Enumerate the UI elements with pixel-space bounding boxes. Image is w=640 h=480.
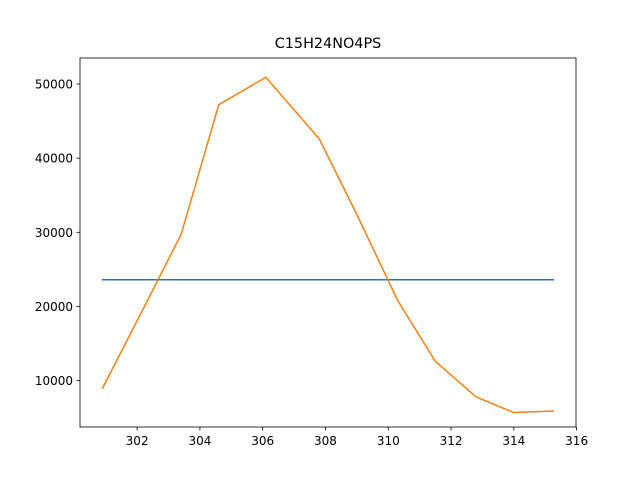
series-layer (101, 76, 555, 414)
y-tick-label: 10000 (35, 374, 73, 388)
plot-background (80, 58, 576, 427)
x-tick-label: 308 (314, 434, 337, 448)
y-tick-label: 30000 (35, 226, 73, 240)
y-tick-label: 50000 (35, 77, 73, 91)
x-tick-label: 304 (188, 434, 211, 448)
x-tick-label: 310 (377, 434, 400, 448)
x-tick-label: 306 (251, 434, 274, 448)
x-tick-label: 316 (565, 434, 588, 448)
series-line-2 (101, 76, 555, 414)
y-tick-label: 40000 (35, 152, 73, 166)
y-axis: 10000 20000 30000 40000 50000 (35, 77, 80, 388)
chart-title: C15H24NO4PS (275, 36, 382, 52)
x-axis: 302 304 306 308 310 312 314 316 (126, 427, 588, 448)
x-tick-label: 302 (126, 434, 149, 448)
plot-frame (79, 57, 577, 428)
y-tick-label: 20000 (35, 300, 73, 314)
x-tick-label: 312 (440, 434, 463, 448)
x-tick-label: 314 (502, 434, 525, 448)
